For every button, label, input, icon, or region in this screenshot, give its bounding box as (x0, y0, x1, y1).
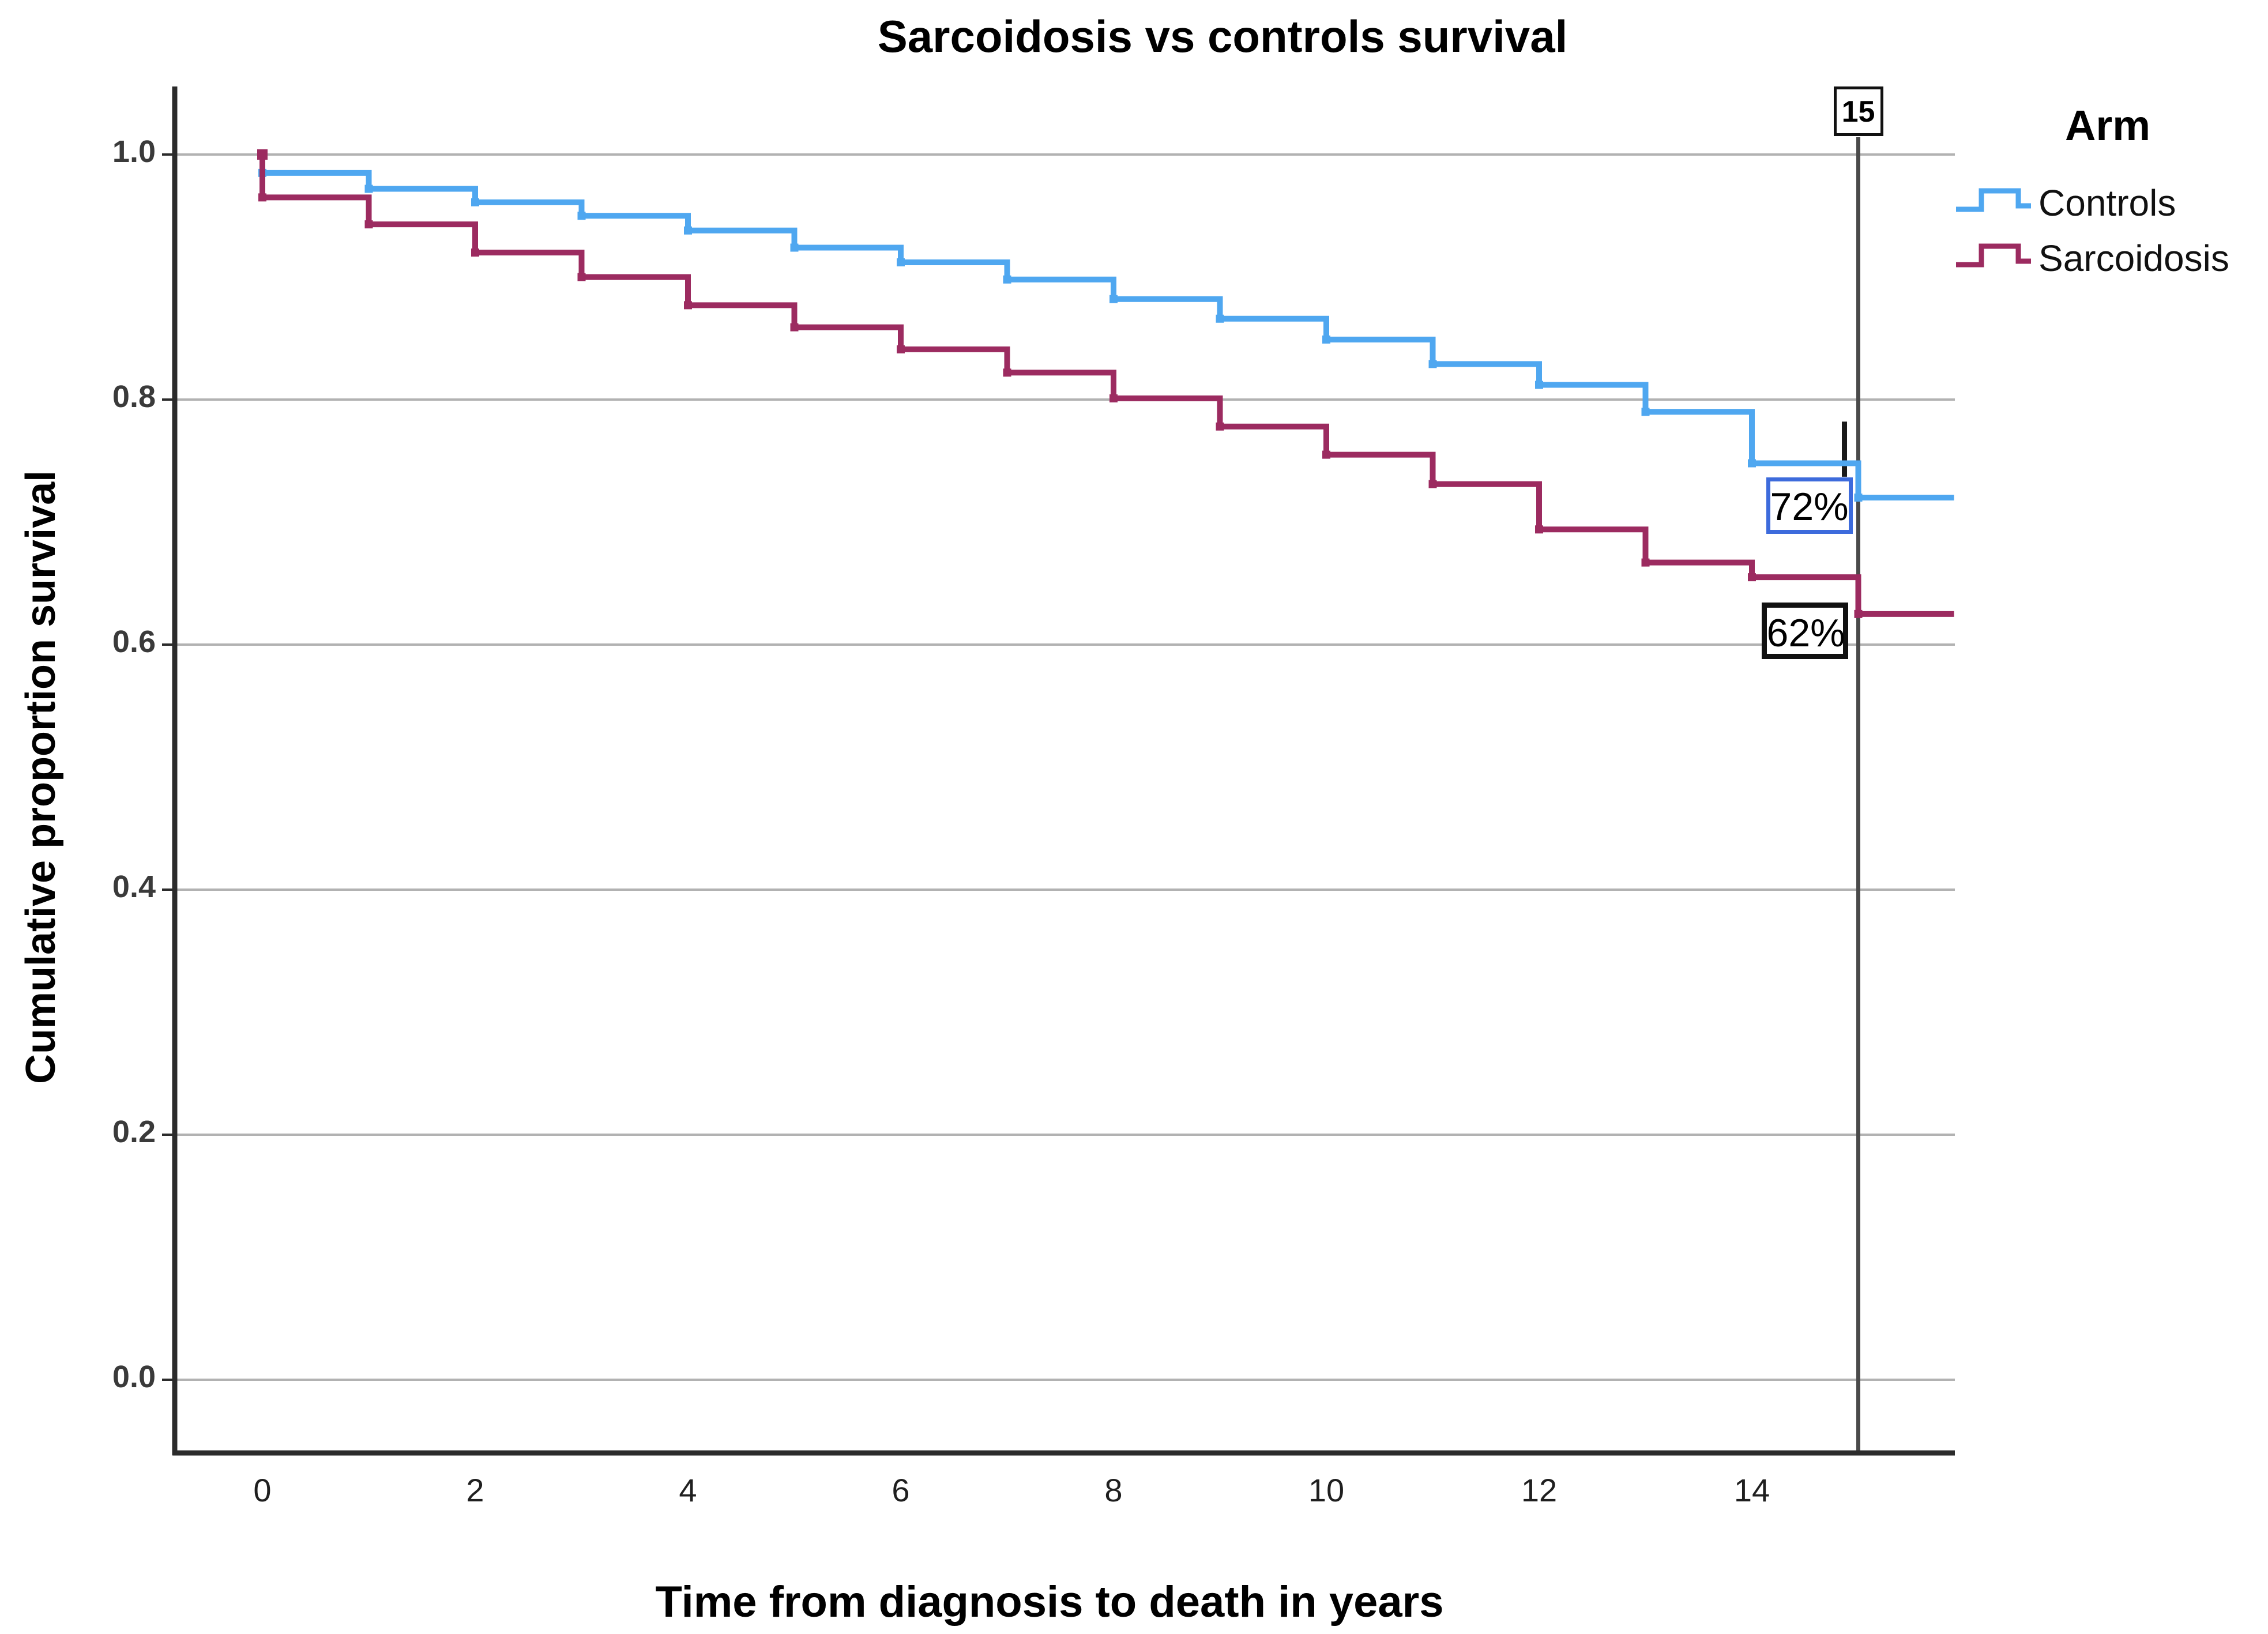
step-marker (577, 273, 586, 281)
step-marker (1748, 573, 1756, 582)
step-marker (1322, 335, 1330, 344)
step-marker (1428, 360, 1437, 368)
legend-glyph-1 (1956, 243, 2031, 268)
step-marker (471, 249, 479, 257)
chart-title: Sarcoidosis vs controls survival (877, 11, 1568, 62)
controls-step-icon (1956, 188, 2031, 212)
step-marker (577, 212, 586, 220)
step-marker (1109, 295, 1118, 303)
step-marker (1641, 408, 1650, 416)
step-marker (1854, 494, 1863, 502)
y-tick-label: 0.0 (112, 1360, 156, 1394)
legend-label-sarcoidosis: Sarcoidosis (2038, 238, 2229, 279)
x-tick-label: 10 (1308, 1472, 1345, 1508)
x-tick-label: 4 (679, 1472, 697, 1508)
step-marker (790, 323, 799, 332)
x-tick-label: 12 (1521, 1472, 1558, 1508)
step-marker (1854, 609, 1863, 618)
x-tick-label: 8 (1104, 1472, 1123, 1508)
step-marker (1748, 459, 1756, 468)
step-marker (684, 226, 692, 235)
x-tick-label: 2 (466, 1472, 484, 1508)
step-marker (1535, 525, 1543, 534)
y-axis-title: Cumulative proportion survival (18, 470, 64, 1084)
step-marker (897, 345, 905, 353)
y-tick-label: 0.6 (112, 624, 156, 659)
x-axis-title: Time from diagnosis to death in years (655, 1577, 1444, 1627)
step-marker (258, 193, 266, 202)
step-marker (1428, 480, 1437, 488)
legend-title: Arm (2064, 101, 2151, 149)
legend-label-controls: Controls (2038, 182, 2176, 224)
step-marker (471, 198, 479, 206)
x-tick-label: 6 (892, 1472, 910, 1508)
controls-percent-box: 72% (1766, 477, 1853, 534)
step-marker (364, 185, 373, 193)
step-marker (1003, 275, 1011, 284)
y-tick-label: 0.8 (112, 379, 156, 414)
sarcoidosis-percent-box: 62% (1761, 602, 1848, 659)
step-marker (1535, 381, 1543, 389)
step-marker (257, 149, 268, 160)
step-marker (897, 258, 905, 266)
y-tick-label: 1.0 (112, 134, 156, 169)
y-tick-label: 0.4 (112, 869, 156, 904)
reference-year-box: 15 (1833, 86, 1883, 136)
x-tick-label: 0 (253, 1472, 272, 1508)
step-marker (1003, 368, 1011, 377)
step-marker (1109, 394, 1118, 402)
x-tick-label: 14 (1733, 1472, 1770, 1508)
survival-curve-sarcoidosis (259, 155, 1954, 617)
step-marker (684, 301, 692, 310)
step-marker (1216, 314, 1224, 323)
step-marker (1216, 422, 1224, 431)
step-marker (1322, 450, 1330, 459)
y-tick-label: 0.2 (112, 1115, 156, 1149)
step-marker (790, 243, 799, 252)
survival-curve-controls (259, 155, 1954, 500)
sarcoidosis-step-icon (1956, 243, 2031, 268)
legend-glyph-0 (1956, 188, 2031, 212)
step-marker (364, 220, 373, 229)
step-marker (1641, 558, 1650, 567)
